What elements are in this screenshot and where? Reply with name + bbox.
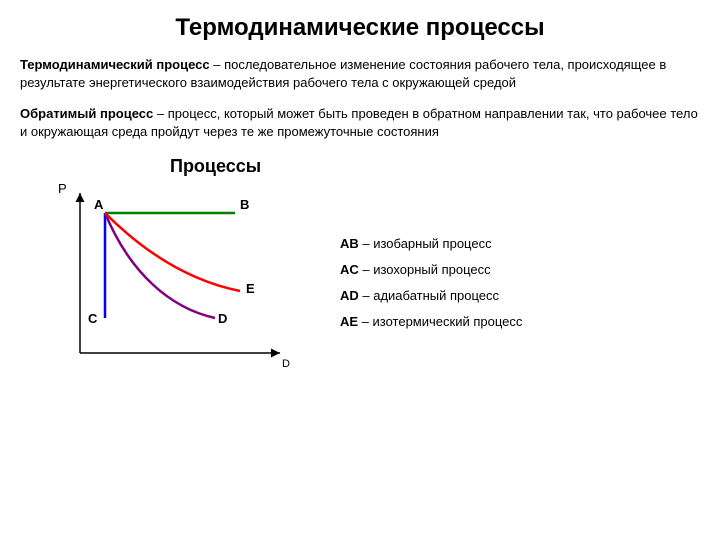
subtitle-processes: Процессы xyxy=(170,156,700,177)
point-label-b: B xyxy=(240,197,249,212)
page-title: Термодинамические процессы xyxy=(20,14,700,42)
process-legend: AB – изобарный процесс AC – изохорный пр… xyxy=(340,231,522,335)
pv-diagram: P D A B C D E xyxy=(50,183,310,383)
legend-text-ad: – адиабатный процесс xyxy=(359,288,499,303)
legend-code-ac: AC xyxy=(340,262,359,277)
legend-row-ae: AE – изотермический процесс xyxy=(340,309,522,335)
def1-term: Термодинамический процесс xyxy=(20,57,210,72)
legend-row-ab: AB – изобарный процесс xyxy=(340,231,522,257)
chart-area: P D A B C D E AB – изобарный процесс AC … xyxy=(20,183,700,383)
legend-row-ad: AD – адиабатный процесс xyxy=(340,283,522,309)
point-label-d: D xyxy=(218,311,227,326)
def2-term: Обратимый процесс xyxy=(20,106,153,121)
legend-text-ac: – изохорный процесс xyxy=(359,262,491,277)
point-label-c: C xyxy=(88,311,97,326)
legend-text-ab: – изобарный процесс xyxy=(359,236,492,251)
legend-text-ae: – изотермический процесс xyxy=(358,314,522,329)
point-label-e: E xyxy=(246,281,255,296)
legend-row-ac: AC – изохорный процесс xyxy=(340,257,522,283)
point-label-a: A xyxy=(94,197,103,212)
legend-code-ad: AD xyxy=(340,288,359,303)
svg-text:D: D xyxy=(282,358,290,370)
legend-code-ae: AE xyxy=(340,314,358,329)
definition-2: Обратимый процесс – процесс, который мож… xyxy=(20,105,700,140)
axis-label-p: P xyxy=(58,181,67,196)
definition-1: Термодинамический процесс – последовател… xyxy=(20,56,700,91)
legend-code-ab: AB xyxy=(340,236,359,251)
